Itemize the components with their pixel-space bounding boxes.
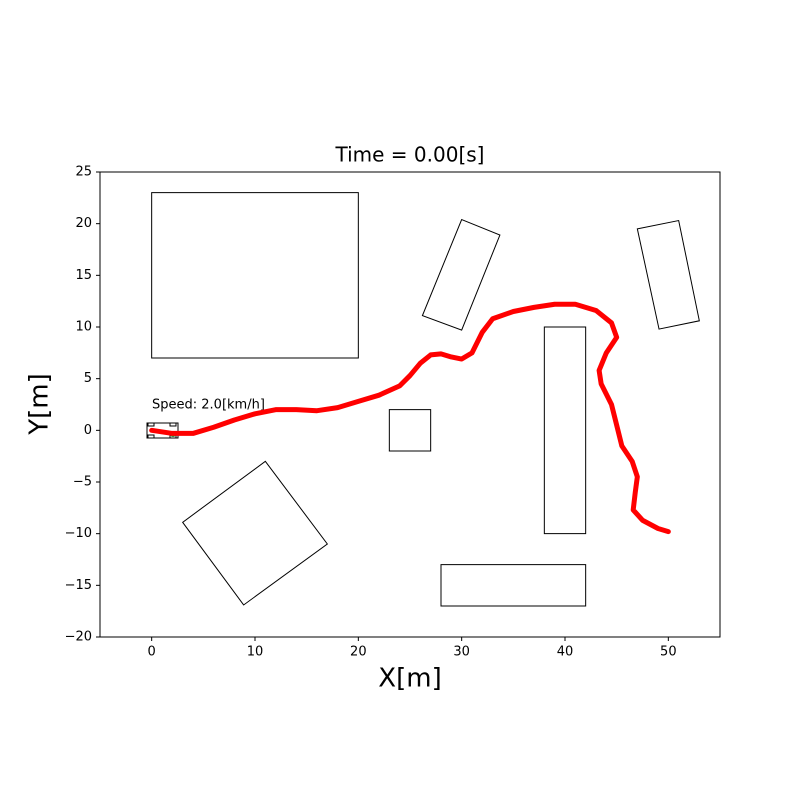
x-tick-label: 10 bbox=[247, 645, 264, 660]
x-tick-label: 0 bbox=[148, 645, 156, 660]
x-tick-label: 30 bbox=[453, 645, 470, 660]
obstacle bbox=[421, 218, 501, 331]
y-tick-label: −10 bbox=[65, 526, 92, 541]
x-axis-label: X[m] bbox=[378, 664, 441, 694]
obstacle bbox=[151, 192, 359, 359]
obstacle bbox=[543, 326, 587, 535]
obstacle bbox=[440, 564, 587, 607]
y-tick-label: 25 bbox=[75, 165, 92, 180]
y-axis-label: Y[m] bbox=[25, 373, 55, 436]
y-tick-label: 10 bbox=[75, 320, 92, 335]
trajectory bbox=[149, 301, 671, 535]
x-tick-label: 40 bbox=[557, 645, 574, 660]
annotation: Speed: 2.0[km/h] bbox=[152, 398, 265, 413]
wheel bbox=[169, 422, 177, 427]
y-tick-label: −5 bbox=[73, 475, 92, 490]
y-tick-label: −15 bbox=[65, 578, 92, 593]
x-tick-label: 20 bbox=[350, 645, 367, 660]
y-tick-label: −20 bbox=[65, 630, 92, 645]
y-tick-label: 20 bbox=[75, 216, 92, 231]
y-tick-label: 15 bbox=[75, 268, 92, 283]
obstacle bbox=[181, 460, 329, 606]
obstacle bbox=[388, 409, 432, 452]
plot-frame bbox=[99, 171, 721, 638]
obstacle bbox=[636, 219, 700, 330]
vehicle-body bbox=[146, 422, 179, 439]
wheel bbox=[147, 422, 155, 427]
chart-title: Time = 0.00[s] bbox=[335, 143, 485, 167]
y-tick-label: 5 bbox=[84, 371, 92, 386]
x-tick-label: 50 bbox=[660, 645, 677, 660]
y-tick-label: 0 bbox=[84, 423, 92, 438]
wheel bbox=[147, 434, 155, 439]
